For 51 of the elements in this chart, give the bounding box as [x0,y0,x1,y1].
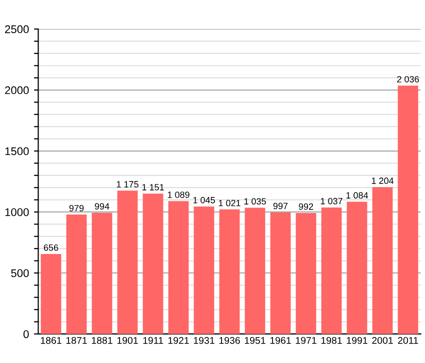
x-tick-label: 1871 [66,336,87,344]
y-tick-label: 0 [23,330,29,338]
bar [346,202,368,334]
x-tick-label: 1901 [117,336,138,344]
x-tick-label: 1931 [194,336,214,344]
data-label: 1 204 [372,178,394,184]
y-tick-label: 2000 [5,86,29,94]
data-label: 1 175 [116,181,138,188]
data-label: 1 151 [142,184,164,190]
bar [92,212,112,334]
bar [219,209,240,334]
bar [194,206,214,334]
y-tick-label: 500 [11,269,29,278]
y-tick-label: 1000 [5,208,29,216]
bar [270,212,291,334]
bar [168,201,189,334]
y-tick-label: 2500 [5,25,29,34]
x-tick-label: 1921 [168,336,189,344]
x-tick-label: 1951 [244,336,266,344]
data-label: 979 [69,204,84,212]
x-tick-label: 1981 [321,336,342,344]
bar [398,86,418,334]
data-label: 1 089 [168,192,190,198]
data-label: 1 037 [320,198,342,204]
x-tick-label: 1936 [219,336,240,344]
x-tick-label: 1881 [92,336,112,344]
data-label: 994 [94,203,110,210]
bar [244,208,266,334]
data-label: 2 036 [397,76,419,82]
bar [66,214,87,334]
bar [117,190,138,334]
bar [372,187,393,334]
x-tick-label: 2011 [398,336,418,344]
data-label: 1 084 [346,192,368,199]
x-tick-label: 1911 [143,336,163,344]
x-tick-label: 2001 [372,336,393,344]
x-tick-label: 1991 [346,336,368,344]
bar [40,254,62,334]
data-label: 1 021 [218,200,240,206]
data-label: 997 [273,202,288,210]
bar [142,194,164,334]
data-label: 656 [44,244,58,251]
x-tick-label: 1971 [296,336,316,344]
x-tick-label: 1961 [270,336,291,344]
data-label: 992 [298,203,314,210]
data-label: 1 045 [193,196,215,204]
data-label: 1 035 [244,198,266,205]
bar [296,212,316,334]
bar [321,207,342,334]
y-tick-label: 1500 [5,147,29,156]
x-tick-label: 1861 [40,336,62,344]
